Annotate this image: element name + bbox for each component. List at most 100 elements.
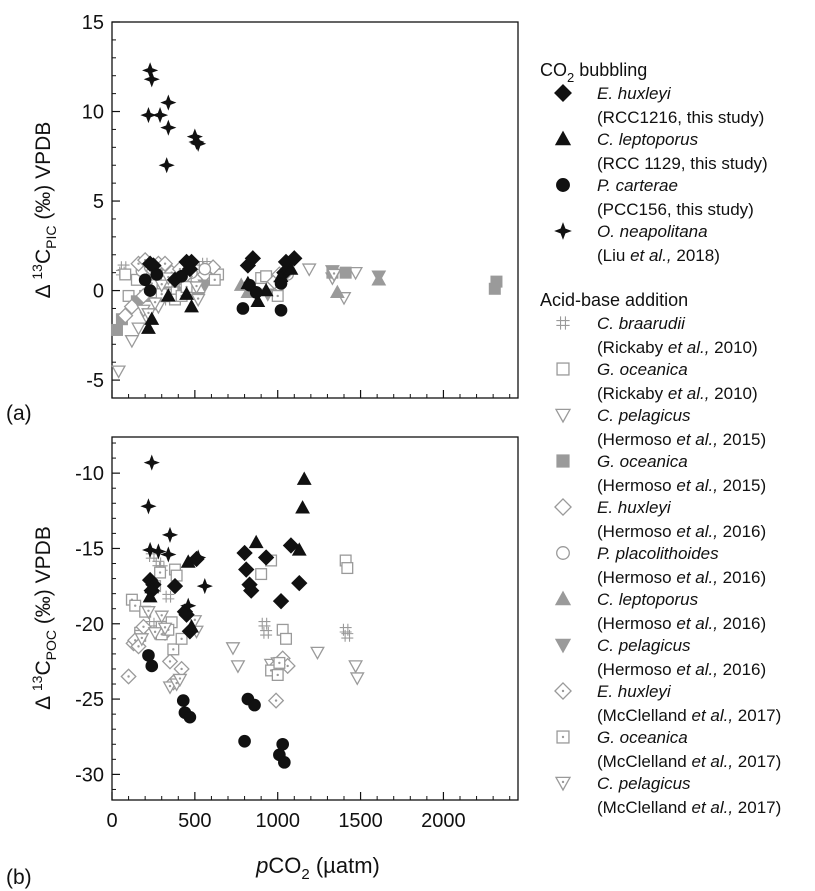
- y-axis-label-b: Δ 13CPOC (‰) VPDB: [29, 526, 59, 710]
- data-point: [144, 311, 160, 325]
- legend-entry-5: G. oceanica (Rickaby et al., 2010): [556, 360, 758, 403]
- data-point: [134, 633, 150, 647]
- data-point: [140, 107, 157, 124]
- data-point: [156, 255, 174, 272]
- data-point: [143, 71, 160, 88]
- data-point: [147, 627, 163, 641]
- legend-marker: [556, 316, 570, 330]
- series-b-14: [134, 606, 204, 695]
- y-tick-label-b-0: -30: [75, 764, 104, 786]
- data-point: [329, 284, 345, 299]
- legend-entry-3: O. neapolitana (Liu et al., 2018): [554, 222, 720, 265]
- data-point: [291, 574, 308, 592]
- data-point: [130, 638, 147, 655]
- data-point: [238, 734, 251, 748]
- series-b-2: [142, 649, 291, 769]
- data-point: [160, 288, 176, 302]
- data-point: [145, 659, 159, 673]
- legend-reference: (Hermoso et al., 2016): [597, 568, 766, 587]
- data-point: [184, 619, 199, 633]
- data-point: [117, 261, 130, 274]
- data-point: [183, 710, 197, 724]
- data-point: [170, 569, 183, 582]
- legend-entry-7: G. oceanica (Hermoso et al., 2015): [556, 452, 766, 495]
- legend-species: O. neapolitana: [597, 222, 708, 241]
- data-point: [172, 673, 188, 688]
- data-point: [260, 270, 273, 283]
- data-point: [184, 299, 199, 313]
- data-point: [180, 554, 196, 568]
- legend-entry-2: P. carterae (PCC156, this study): [556, 176, 754, 219]
- data-point: [208, 273, 221, 286]
- panel-label-b: (b): [6, 866, 32, 889]
- data-point: [142, 62, 159, 79]
- x-tick-label-b-4: 2000: [421, 810, 466, 832]
- legend-reference: (Rickaby et al., 2010): [597, 338, 758, 357]
- legend-marker: [556, 730, 570, 744]
- data-point: [110, 323, 123, 336]
- data-point: [198, 262, 212, 276]
- data-point: [310, 646, 325, 661]
- data-point: [144, 579, 160, 594]
- legend-group-acid-base-title: Acid-base addition: [540, 290, 688, 310]
- data-point: [141, 320, 156, 334]
- data-point: [154, 610, 170, 624]
- data-point: [178, 606, 195, 623]
- data-point: [179, 286, 194, 300]
- data-point: [260, 626, 273, 639]
- x-tick-label-b-2: 1000: [255, 810, 300, 832]
- legend-marker: [554, 498, 572, 516]
- data-point: [230, 660, 246, 674]
- y-tick-label-b-1: -25: [75, 689, 104, 711]
- data-point: [162, 590, 175, 603]
- legend-marker: [554, 682, 572, 700]
- panel-label-a: (a): [6, 402, 32, 425]
- legend-species: E. huxleyi: [597, 498, 672, 517]
- data-point: [119, 268, 132, 281]
- data-point: [138, 273, 152, 287]
- data-point: [282, 537, 300, 554]
- x-axis-label: pCO2 (µatm): [255, 853, 380, 883]
- data-point: [151, 107, 169, 124]
- data-point: [147, 297, 163, 311]
- data-point: [175, 269, 188, 283]
- data-point: [267, 692, 285, 709]
- legend-species: C. pelagicus: [597, 636, 691, 655]
- legend-reference: (Rickaby et al., 2010): [597, 384, 758, 403]
- data-point: [158, 157, 175, 174]
- y-tick-label-a-1: 0: [93, 281, 104, 303]
- series-a-2: [138, 268, 288, 317]
- legend-marker: [554, 130, 572, 146]
- legend-species: C. braarudii: [597, 314, 686, 333]
- legend-reference: (Hermoso et al., 2015): [597, 430, 766, 449]
- data-point: [160, 119, 177, 136]
- legend-entry-9: P. placolithoides (Hermoso et al., 2016): [556, 544, 766, 587]
- data-point: [142, 589, 158, 603]
- data-point: [250, 293, 266, 308]
- data-point: [225, 642, 241, 656]
- data-point: [274, 277, 288, 290]
- series-a-3: [140, 62, 207, 174]
- x-tick-label-b-1: 500: [178, 810, 211, 832]
- data-point: [490, 275, 503, 288]
- y-axis-label-a: Δ 13CPIC (‰) VPDB: [29, 122, 59, 299]
- data-point: [161, 653, 179, 670]
- data-point: [341, 629, 354, 642]
- data-point: [154, 566, 167, 579]
- plot-frame-a: [111, 21, 519, 399]
- legend-marker: [556, 454, 570, 468]
- legend-entry-1: C. leptoporus (RCC 1129, this study): [554, 130, 768, 173]
- data-point: [160, 546, 177, 563]
- legend-species: C. pelagicus: [597, 774, 691, 793]
- data-point: [278, 756, 291, 769]
- data-point: [143, 454, 160, 471]
- x-tick-label-b-0: 0: [106, 810, 117, 832]
- data-point: [160, 94, 177, 111]
- data-point: [141, 606, 156, 620]
- data-point: [161, 526, 179, 543]
- data-point: [129, 599, 142, 612]
- legend-marker: [554, 590, 572, 606]
- legend-reference: (McClelland et al., 2017): [597, 798, 781, 817]
- data-point: [167, 643, 180, 656]
- data-point: [286, 250, 303, 267]
